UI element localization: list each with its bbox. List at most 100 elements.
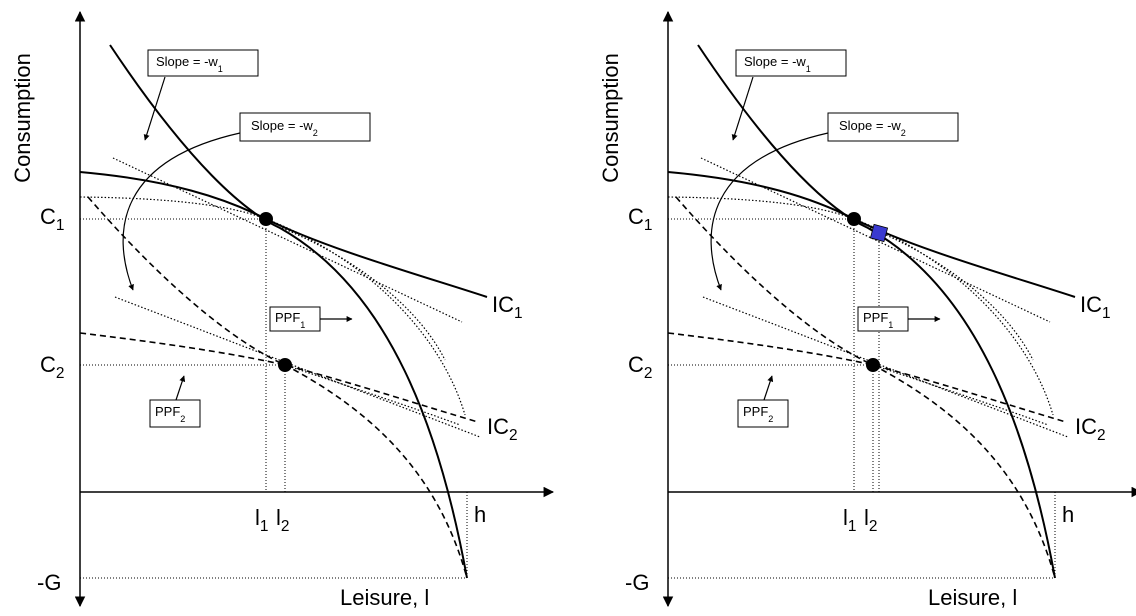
c2-label-base: C <box>628 352 644 377</box>
ic1-label-sub: 1 <box>1102 305 1111 322</box>
ic1-label-base: IC <box>1080 292 1102 317</box>
c1-label-base: C <box>628 204 644 229</box>
slope1-box <box>735 49 847 77</box>
tangency-point-2 <box>278 358 292 372</box>
c2-label: C2 <box>40 352 64 382</box>
h-label: h <box>1062 502 1074 527</box>
l2-label-sub: 2 <box>281 518 290 535</box>
l1-label-sub: 1 <box>260 518 269 535</box>
slope1-label-base: Slope = -w <box>156 54 218 69</box>
l1-label: l1 <box>843 505 856 535</box>
ic2 <box>667 332 1067 423</box>
ic1-label-base: IC <box>492 292 514 317</box>
l2-label: l2 <box>864 505 877 535</box>
ppf2-arrow <box>175 375 186 401</box>
c2-label-sub: 2 <box>644 365 653 382</box>
ppf1-box <box>857 306 909 332</box>
ppf2-label: PPF2 <box>155 404 185 424</box>
ic2-label-base: IC <box>1075 414 1097 439</box>
slope2-label-sub: 2 <box>901 128 906 138</box>
l1-label-sub: 1 <box>848 518 857 535</box>
tangency-point-1 <box>259 212 273 226</box>
ic2 <box>79 332 479 423</box>
ppf2-label-base: PPF <box>743 404 768 419</box>
ppf2-arrow <box>763 375 774 401</box>
slope-line-1 <box>112 157 463 323</box>
ic2-label-base: IC <box>487 414 509 439</box>
ppf2-box <box>149 399 201 428</box>
ppf1-label: PPF1 <box>275 310 305 330</box>
ppf1-label-base: PPF <box>863 310 888 325</box>
tangency-point-2 <box>866 358 880 372</box>
slope1-label: Slope = -w1 <box>156 54 223 74</box>
c1-label: C1 <box>40 204 64 234</box>
h-label: h <box>474 502 486 527</box>
l1-label: l1 <box>255 505 268 535</box>
ppf2-label-base: PPF <box>155 404 180 419</box>
ppf2-label-sub: 2 <box>768 414 773 424</box>
c1-label-sub: 1 <box>644 217 653 234</box>
slope2-label-base: Slope = -w <box>251 118 313 133</box>
tangency-point-1 <box>847 212 861 226</box>
ppf1-label-sub: 1 <box>888 320 893 330</box>
c1-label: C1 <box>628 204 652 234</box>
slope2-box <box>827 112 959 142</box>
ppf2-label: PPF2 <box>743 404 773 424</box>
slope1-label-base: Slope = -w <box>744 54 806 69</box>
slope1-arrow <box>143 76 166 141</box>
ppf1-label-base: PPF <box>275 310 300 325</box>
slope2-label-base: Slope = -w <box>839 118 901 133</box>
l1-label-base: l <box>843 505 848 530</box>
c1-label-sub: 1 <box>56 217 65 234</box>
dotted-curve-1 <box>667 196 1054 416</box>
slope2-label: Slope = -w2 <box>251 118 318 138</box>
ppf2-label-sub: 2 <box>180 414 185 424</box>
ic2-label: IC2 <box>487 414 518 444</box>
y-axis-label: Consumption <box>10 53 35 183</box>
ppf1-box <box>269 306 321 332</box>
ppf1 <box>697 44 1056 579</box>
dotted-curve-3 <box>284 364 461 426</box>
l1-label-base: l <box>255 505 260 530</box>
slope-line-2 <box>702 296 1069 438</box>
l2-label-base: l <box>864 505 869 530</box>
l2-label: l2 <box>276 505 289 535</box>
c2-label: C2 <box>628 352 652 382</box>
ic1-label: IC1 <box>1080 292 1111 322</box>
slope1-arrow <box>731 76 754 141</box>
slope2-arrow <box>710 132 829 291</box>
c2-label-sub: 2 <box>56 365 65 382</box>
slope1-label: Slope = -w1 <box>744 54 811 74</box>
g-label: -G <box>37 570 61 595</box>
dotted-curve-3 <box>872 364 1049 426</box>
g-label: -G <box>625 570 649 595</box>
dotted-curve-2 <box>281 227 446 361</box>
slope1-label-sub: 1 <box>218 64 223 74</box>
x-axis-label: Leisure, l <box>340 585 429 610</box>
slope2-box <box>239 112 371 142</box>
x-axis-label: Leisure, l <box>928 585 1017 610</box>
y-axis-label: Consumption <box>598 53 623 183</box>
slope2-arrow <box>122 132 241 291</box>
l2-label-sub: 2 <box>869 518 878 535</box>
new-point <box>869 223 889 243</box>
dotted-curve-1 <box>79 196 466 416</box>
slope-line-1 <box>700 157 1051 323</box>
ppf1-label-sub: 1 <box>300 320 305 330</box>
slope2-label-sub: 2 <box>313 128 318 138</box>
ic1 <box>79 171 488 298</box>
c1-label-base: C <box>40 204 56 229</box>
slope1-label-sub: 1 <box>806 64 811 74</box>
l2-label-base: l <box>276 505 281 530</box>
slope2-label: Slope = -w2 <box>839 118 906 138</box>
slope-line-2 <box>114 296 481 438</box>
ic1-label-sub: 1 <box>514 305 523 322</box>
slope1-box <box>147 49 259 77</box>
ic2-label: IC2 <box>1075 414 1106 444</box>
ppf1-label: PPF1 <box>863 310 893 330</box>
ppf1 <box>109 44 468 579</box>
ppf2-box <box>737 399 789 428</box>
ic1-label: IC1 <box>492 292 523 322</box>
